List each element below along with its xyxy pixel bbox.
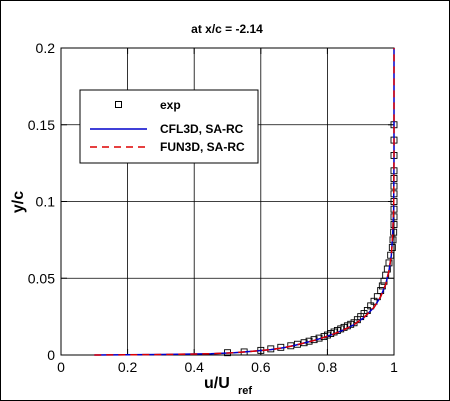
series-line-fun3d-sa-rc — [94, 48, 395, 356]
x-axis-label-main: u/U — [204, 375, 230, 392]
exp-point — [390, 228, 398, 236]
tick-labels: 0 0.2 0.4 0.6 0.8 1 0 0.05 0.1 0.15 0.2 — [28, 40, 398, 375]
y-tick-label: 0.2 — [36, 40, 56, 56]
y-tick-label: 0.15 — [28, 117, 55, 133]
x-tick-label: 0.2 — [118, 359, 138, 375]
series-layer — [94, 48, 398, 357]
y-tick-label: 0 — [47, 347, 55, 363]
x-tick-label: 0.6 — [251, 359, 271, 375]
legend-label-fun3d: FUN3D, SA-RC — [160, 140, 245, 154]
x-tick-label: 1 — [390, 359, 398, 375]
legend: exp CFL3D, SA-RC FUN3D, SA-RC — [79, 89, 259, 164]
exp-point — [390, 221, 398, 228]
legend-marker-exp — [115, 101, 122, 108]
chart-title: at x/c = -2.14 — [191, 22, 263, 36]
x-tick-label: 0.4 — [184, 359, 204, 375]
legend-label-cfl3d: CFL3D, SA-RC — [160, 122, 244, 136]
x-tick-label: 0 — [57, 359, 65, 375]
legend-label-exp: exp — [160, 98, 181, 112]
x-tick-label: 0.8 — [318, 359, 338, 375]
legend-box — [79, 89, 259, 164]
x-axis-label: u/U ref — [204, 375, 252, 397]
y-axis-label: y/c — [10, 191, 27, 213]
y-tick-label: 0.1 — [36, 194, 56, 210]
y-tick-label: 0.05 — [28, 270, 55, 286]
x-axis-label-sub: ref — [238, 385, 252, 397]
